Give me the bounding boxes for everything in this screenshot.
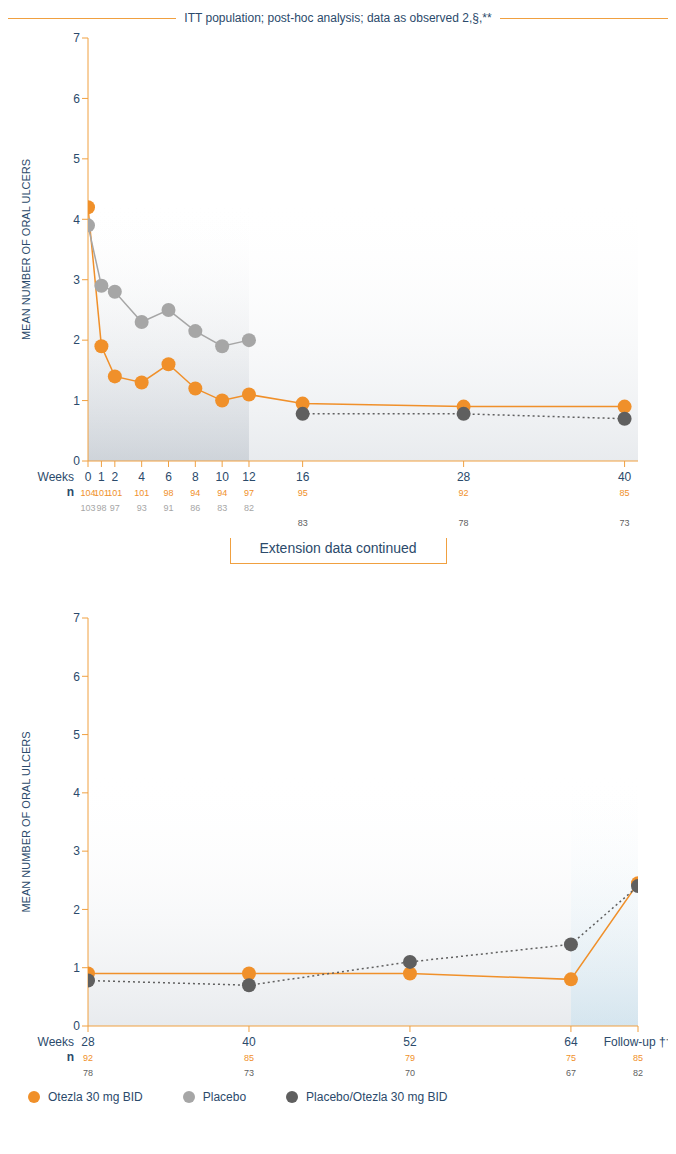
svg-text:104: 104 xyxy=(80,488,96,498)
svg-text:78: 78 xyxy=(83,1068,93,1078)
svg-text:10: 10 xyxy=(215,470,229,484)
svg-text:101: 101 xyxy=(134,488,149,498)
svg-text:98: 98 xyxy=(163,488,173,498)
svg-text:Weeks: Weeks xyxy=(38,470,74,484)
svg-text:5: 5 xyxy=(73,728,80,742)
svg-text:3: 3 xyxy=(73,273,80,287)
svg-text:91: 91 xyxy=(163,503,173,513)
html-text:Otezla 30 mg BID: Otezla 30 mg BID xyxy=(48,1090,143,1104)
svg-text:97: 97 xyxy=(110,503,120,513)
svg-text:103: 103 xyxy=(80,503,95,513)
svg-text:Follow-up ††: Follow-up †† xyxy=(604,1035,668,1049)
svg-text:78: 78 xyxy=(459,518,469,528)
svg-text:1: 1 xyxy=(73,961,80,975)
svg-text:0: 0 xyxy=(85,470,92,484)
svg-text:73: 73 xyxy=(620,518,630,528)
svg-text:0: 0 xyxy=(73,1019,80,1033)
svg-text:16: 16 xyxy=(296,470,310,484)
svg-text:98: 98 xyxy=(96,503,106,513)
svg-text:2: 2 xyxy=(73,903,80,917)
svg-text:4: 4 xyxy=(138,470,145,484)
html-text:Placebo/Otezla 30 mg BID: Placebo/Otezla 30 mg BID xyxy=(306,1090,448,1104)
svg-text:6: 6 xyxy=(73,670,80,684)
svg-text:83: 83 xyxy=(217,503,227,513)
svg-text:40: 40 xyxy=(242,1035,256,1049)
svg-text:101: 101 xyxy=(107,488,122,498)
html-text:ITT population; post-hoc analy: ITT population; post-hoc analysis; data … xyxy=(184,11,492,25)
svg-text:2: 2 xyxy=(73,333,80,347)
svg-text:94: 94 xyxy=(190,488,200,498)
svg-text:7: 7 xyxy=(73,611,80,625)
svg-text:MEAN NUMBER OF ORAL ULCERS: MEAN NUMBER OF ORAL ULCERS xyxy=(20,731,32,912)
svg-text:5: 5 xyxy=(73,152,80,166)
svg-text:52: 52 xyxy=(403,1035,417,1049)
svg-text:85: 85 xyxy=(244,1053,254,1063)
svg-text:75: 75 xyxy=(566,1053,576,1063)
svg-text:83: 83 xyxy=(298,518,308,528)
svg-text:86: 86 xyxy=(190,503,200,513)
svg-text:6: 6 xyxy=(165,470,172,484)
svg-text:85: 85 xyxy=(620,488,630,498)
svg-text:1: 1 xyxy=(98,470,105,484)
svg-text:1: 1 xyxy=(73,394,80,408)
svg-text:3: 3 xyxy=(73,844,80,858)
svg-text:6: 6 xyxy=(73,92,80,106)
svg-text:12: 12 xyxy=(242,470,256,484)
svg-text:70: 70 xyxy=(405,1068,415,1078)
svg-text:73: 73 xyxy=(244,1068,254,1078)
svg-text:82: 82 xyxy=(244,503,254,513)
svg-text:Weeks: Weeks xyxy=(38,1035,74,1049)
html-text:Placebo: Placebo xyxy=(202,1090,247,1104)
svg-text:67: 67 xyxy=(566,1068,576,1078)
svg-text:93: 93 xyxy=(137,503,147,513)
svg-text:82: 82 xyxy=(633,1068,643,1078)
svg-text:28: 28 xyxy=(81,1035,95,1049)
html-text:Extension data continued: Extension data continued xyxy=(259,540,417,556)
svg-text:2: 2 xyxy=(111,470,118,484)
svg-text:79: 79 xyxy=(405,1053,415,1063)
svg-text:101: 101 xyxy=(93,488,109,498)
svg-text:85: 85 xyxy=(633,1053,643,1063)
svg-text:4: 4 xyxy=(73,213,80,227)
svg-text:8: 8 xyxy=(192,470,199,484)
svg-text:92: 92 xyxy=(83,1053,93,1063)
svg-text:MEAN NUMBER OF ORAL ULCERS: MEAN NUMBER OF ORAL ULCERS xyxy=(20,159,32,340)
svg-text:64: 64 xyxy=(564,1035,578,1049)
svg-text:7: 7 xyxy=(73,31,80,45)
svg-text:28: 28 xyxy=(457,470,471,484)
svg-text:4: 4 xyxy=(73,786,80,800)
svg-text:95: 95 xyxy=(298,488,308,498)
svg-text:97: 97 xyxy=(244,488,254,498)
svg-text:n: n xyxy=(67,1050,74,1064)
svg-text:n: n xyxy=(67,485,74,499)
svg-text:92: 92 xyxy=(459,488,469,498)
svg-text:94: 94 xyxy=(217,488,227,498)
svg-text:40: 40 xyxy=(618,470,632,484)
svg-text:0: 0 xyxy=(73,454,80,468)
